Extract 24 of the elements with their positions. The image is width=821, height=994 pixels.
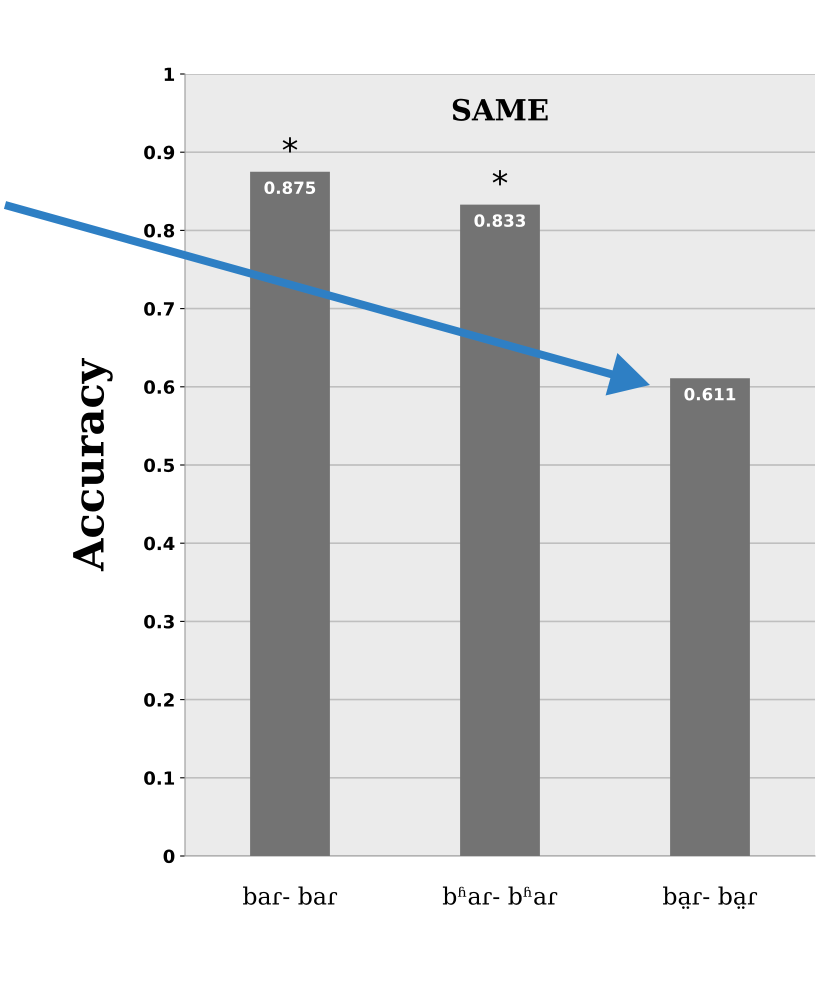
y-tick-label: 0.6 bbox=[144, 380, 174, 394]
y-axis-title: Accuracy bbox=[73, 358, 113, 572]
text: SAME bbox=[452, 98, 548, 121]
y-tick-label: 0.3 bbox=[144, 614, 174, 629]
y-tick-label: 0.2 bbox=[144, 693, 174, 707]
data-label: 0.875 bbox=[264, 181, 316, 194]
y-tick-label: 0 bbox=[164, 849, 174, 864]
y-tick-label: 0.9 bbox=[144, 146, 174, 160]
x-tick-label: bʱaɾ- bʱaɾ bbox=[442, 886, 558, 905]
y-tick-label: 0.5 bbox=[144, 458, 174, 472]
y-tick-label: 0.7 bbox=[144, 302, 174, 316]
bar bbox=[670, 378, 750, 856]
annotation: * bbox=[282, 137, 298, 153]
x-tick-label: baɾ- baɾ bbox=[243, 886, 338, 905]
y-tick-label: 1 bbox=[164, 68, 174, 81]
bar bbox=[250, 172, 330, 856]
y-tick-label: 0.1 bbox=[144, 771, 174, 785]
x-tick-label: ba̤ɾ- ba̤ɾ bbox=[663, 886, 758, 909]
data-label: 0.611 bbox=[684, 388, 736, 400]
annotation: * bbox=[492, 170, 508, 186]
y-tick-label: 0.4 bbox=[144, 536, 174, 550]
y-tick-label: 0.8 bbox=[144, 224, 174, 238]
data-label: 0.833 bbox=[474, 214, 526, 227]
bar bbox=[460, 204, 540, 856]
